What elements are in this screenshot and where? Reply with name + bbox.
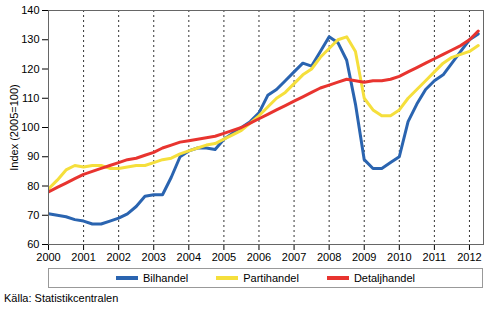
svg-text:2008: 2008: [317, 251, 341, 263]
svg-text:2012: 2012: [457, 251, 481, 263]
svg-text:130: 130: [21, 33, 39, 45]
svg-text:2000: 2000: [36, 251, 60, 263]
svg-text:90: 90: [27, 150, 39, 162]
svg-text:60: 60: [27, 238, 39, 250]
svg-text:2004: 2004: [177, 251, 201, 263]
svg-text:70: 70: [27, 209, 39, 221]
svg-text:2001: 2001: [71, 251, 95, 263]
svg-text:2002: 2002: [106, 251, 130, 263]
svg-text:2007: 2007: [282, 251, 306, 263]
svg-text:2003: 2003: [141, 251, 165, 263]
html-text:Partihandel: Partihandel: [243, 272, 299, 284]
svg-text:120: 120: [21, 63, 39, 75]
svg-text:100: 100: [21, 121, 39, 133]
svg-text:140: 140: [21, 4, 39, 16]
svg-text:Index (2005=100): Index (2005=100): [8, 84, 20, 171]
svg-text:2010: 2010: [387, 251, 411, 263]
svg-text:110: 110: [22, 92, 40, 104]
svg-text:2011: 2011: [423, 251, 447, 263]
html-text:Bilhandel: Bilhandel: [143, 272, 189, 284]
svg-text:2005: 2005: [212, 251, 236, 263]
svg-text:80: 80: [27, 180, 39, 192]
svg-text:2009: 2009: [352, 251, 376, 263]
html-text:Detaljhandel: Detaljhandel: [353, 272, 415, 284]
html-text:Källa: Statistikcentralen: Källa: Statistikcentralen: [4, 292, 119, 304]
svg-text:2006: 2006: [247, 251, 271, 263]
